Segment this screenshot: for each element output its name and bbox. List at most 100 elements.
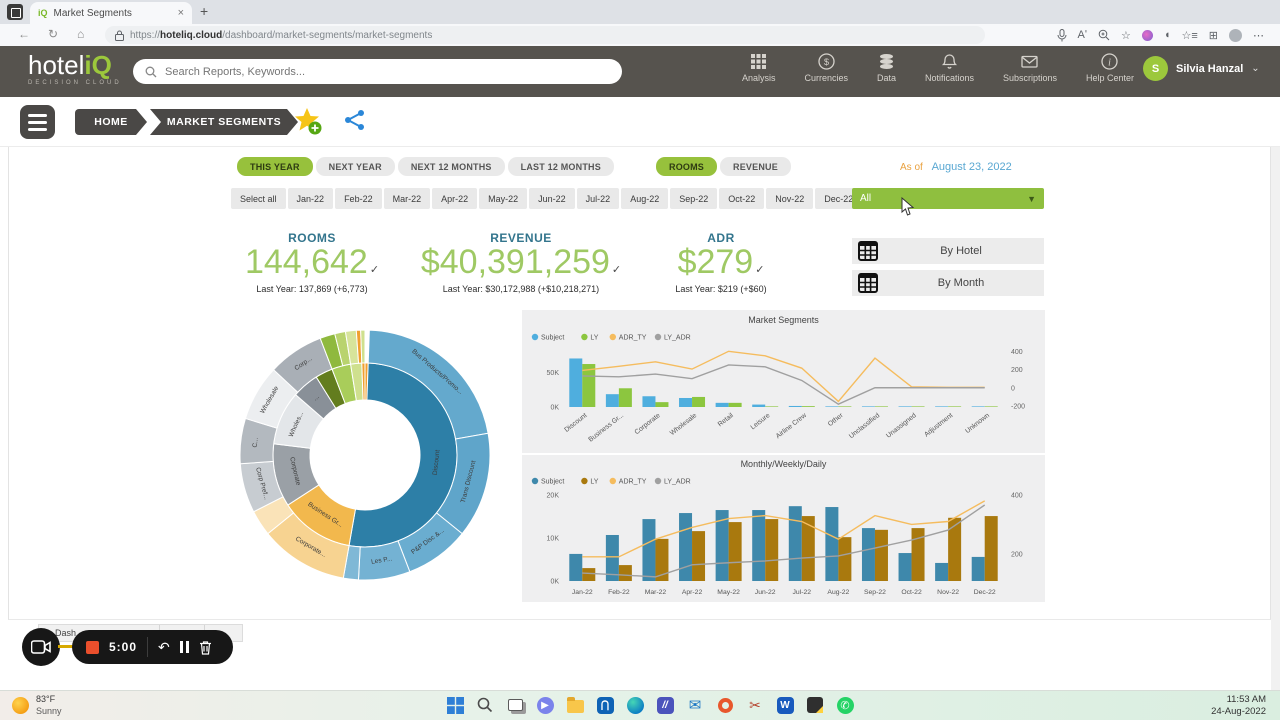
mouse-cursor — [901, 197, 915, 216]
month-button-feb-22[interactable]: Feb-22 — [335, 188, 382, 209]
favorite-star-icon[interactable] — [293, 106, 325, 138]
pause-button[interactable] — [179, 641, 189, 653]
extension-icon[interactable] — [1141, 29, 1153, 41]
kpi-revenue: REVENUE $40,391,259 ✓ Last Year: $30,172,98… — [411, 231, 631, 294]
nav-currencies[interactable]: $ Currencies — [804, 53, 848, 83]
reload-icon[interactable]: ↻ — [48, 27, 59, 41]
taskbar-chat-icon[interactable]: ▶ — [534, 694, 556, 716]
period-tab-last-12-months[interactable]: LAST 12 MONTHS — [507, 157, 614, 176]
svg-text:0K: 0K — [550, 579, 559, 586]
nav-analysis[interactable]: Analysis — [742, 53, 776, 83]
browser-profile-avatar[interactable] — [1229, 28, 1242, 42]
segment-dropdown[interactable]: All ▼ — [852, 188, 1044, 209]
user-menu[interactable]: S Silvia Hanzal ⌄ — [1143, 56, 1260, 81]
taskbar-clock[interactable]: 11:53 AM 24-Aug-2022 — [1211, 694, 1266, 719]
url-field[interactable]: https://hoteliq.cloud/dashboard/market-s… — [105, 26, 985, 44]
month-button-jan-22[interactable]: Jan-22 — [287, 188, 334, 209]
browser-menu-icon[interactable]: ⋯ — [1253, 29, 1264, 42]
svg-text:400: 400 — [1011, 349, 1023, 356]
svg-text:LY: LY — [590, 335, 598, 342]
svg-text:LY: LY — [590, 479, 598, 486]
period-tab-next-12-months[interactable]: NEXT 12 MONTHS — [397, 157, 505, 176]
by-month-button[interactable]: By Month — [852, 270, 1044, 296]
taskbar-edge-icon[interactable] — [624, 694, 646, 716]
workspace-icon[interactable] — [7, 4, 23, 20]
favorites-list-icon[interactable]: ☆≡ — [1181, 29, 1198, 42]
search-input[interactable] — [165, 65, 610, 78]
month-button-mar-22[interactable]: Mar-22 — [383, 188, 431, 209]
hoteliq-logo[interactable]: hoteliQ DECISION CLOUD — [28, 50, 122, 86]
browser-tab[interactable]: iQ Market Segments × — [30, 2, 192, 24]
month-button-jul-22[interactable]: Jul-22 — [576, 188, 620, 209]
new-tab-button[interactable]: + — [200, 3, 209, 19]
breadcrumb-current[interactable]: MARKET SEGMENTS — [150, 109, 298, 135]
extension2-icon[interactable]: ◖ — [1163, 29, 1171, 41]
collections-icon[interactable]: ⊞ — [1208, 29, 1218, 42]
month-button-sep-22[interactable]: Sep-22 — [670, 188, 718, 209]
month-button-nov-22[interactable]: Nov-22 — [766, 188, 814, 209]
taskbar-office-icon[interactable] — [714, 694, 736, 716]
metric-tab-revenue[interactable]: REVENUE — [720, 157, 791, 176]
page-frame — [8, 147, 1271, 620]
svg-text:200: 200 — [1011, 551, 1023, 558]
taskbar-file-explorer-icon[interactable] — [564, 694, 586, 716]
taskbar-search-icon[interactable] — [474, 694, 496, 716]
month-button-oct-22[interactable]: Oct-22 — [719, 188, 765, 209]
search-bar[interactable] — [133, 59, 622, 84]
share-icon[interactable] — [343, 108, 367, 132]
by-hotel-button[interactable]: By Hotel — [852, 238, 1044, 264]
svg-text:C...: C... — [252, 437, 260, 448]
nav-data[interactable]: Data — [877, 53, 896, 83]
undo-icon[interactable]: ↶ — [158, 639, 170, 655]
month-button-may-22[interactable]: May-22 — [479, 188, 528, 209]
taskbar-icons: ▶ ⋂ // ✉ ✂ W ✆ — [444, 694, 856, 716]
info-icon: i — [1101, 53, 1119, 70]
zoom-icon[interactable] — [1098, 29, 1110, 41]
stop-record-button[interactable] — [86, 640, 99, 654]
taskbar-start-icon[interactable] — [444, 694, 466, 716]
period-tab-next-year[interactable]: NEXT YEAR — [315, 157, 395, 176]
month-button-apr-22[interactable]: Apr-22 — [432, 188, 478, 209]
back-icon[interactable]: ← — [18, 27, 30, 41]
browser-address-bar: ← ↻ ⌂ https://hoteliq.cloud/dashboard/ma… — [0, 24, 1280, 46]
home-icon[interactable]: ⌂ — [77, 27, 85, 41]
microphone-icon[interactable] — [1057, 28, 1067, 42]
taskbar-task-view-icon[interactable] — [504, 694, 526, 716]
month-button-select-all[interactable]: Select all — [231, 188, 286, 209]
read-aloud-icon[interactable]: Aʹ — [1077, 29, 1087, 41]
period-tab-this-year[interactable]: THIS YEAR — [237, 157, 313, 176]
nav-subscriptions[interactable]: Subscriptions — [1003, 53, 1057, 83]
taskbar-snipping-tool-icon[interactable]: ✂ — [749, 696, 761, 713]
svg-text:Monthly/Weekly/Daily: Monthly/Weekly/Daily — [741, 459, 827, 469]
menu-button[interactable] — [20, 105, 55, 139]
taskbar-word-icon[interactable]: W — [774, 694, 796, 716]
monthly-weekly-daily-chart[interactable]: Monthly/Weekly/Daily Subject LY ADR_TY LY_AD… — [522, 455, 1045, 602]
favorites-star-icon[interactable]: ☆ — [1120, 29, 1131, 42]
tab-close-icon[interactable]: × — [177, 7, 184, 19]
taskbar-notes-icon[interactable] — [804, 694, 826, 716]
taskbar-store-icon[interactable]: ⋂ — [594, 694, 616, 716]
month-button-dec-22[interactable]: Dec-22 — [815, 188, 863, 209]
database-icon — [879, 54, 893, 69]
month-button-jun-22[interactable]: Jun-22 — [529, 188, 575, 209]
metric-tab-rooms[interactable]: ROOMS — [656, 157, 718, 176]
taskbar-mail-icon[interactable]: ✉ — [688, 697, 702, 714]
breadcrumb-home[interactable]: HOME — [75, 109, 147, 135]
chevron-down-icon: ▼ — [1027, 193, 1036, 204]
kpi-last-year: Last Year: $219 (+$60) — [675, 283, 767, 294]
taskbar-project-app-icon[interactable]: // — [654, 694, 676, 716]
taskbar-whatsapp-icon[interactable]: ✆ — [834, 694, 856, 716]
market-segments-combo-chart[interactable]: Market Segments Subject LY ADR_TY LY_ADR 50K 0… — [522, 310, 1045, 453]
nav-notifications[interactable]: Notifications — [925, 53, 974, 83]
trash-icon[interactable] — [199, 640, 212, 655]
recorder-camera-button[interactable] — [22, 628, 60, 666]
month-button-aug-22[interactable]: Aug-22 — [621, 188, 669, 209]
kpi-value: 144,642 ✓ — [244, 243, 380, 281]
svg-text:Jun-22: Jun-22 — [755, 589, 776, 596]
weather-widget[interactable]: 83°F Sunny — [12, 694, 62, 717]
svg-text:Unknown: Unknown — [964, 412, 991, 435]
kpi-rooms: ROOMS 144,642 ✓ Last Year: 137,869 (+6,773) — [222, 231, 402, 294]
nav-help-center[interactable]: i Help Center — [1086, 53, 1134, 83]
metric-tabs: ROOMS REVENUE — [656, 157, 791, 176]
